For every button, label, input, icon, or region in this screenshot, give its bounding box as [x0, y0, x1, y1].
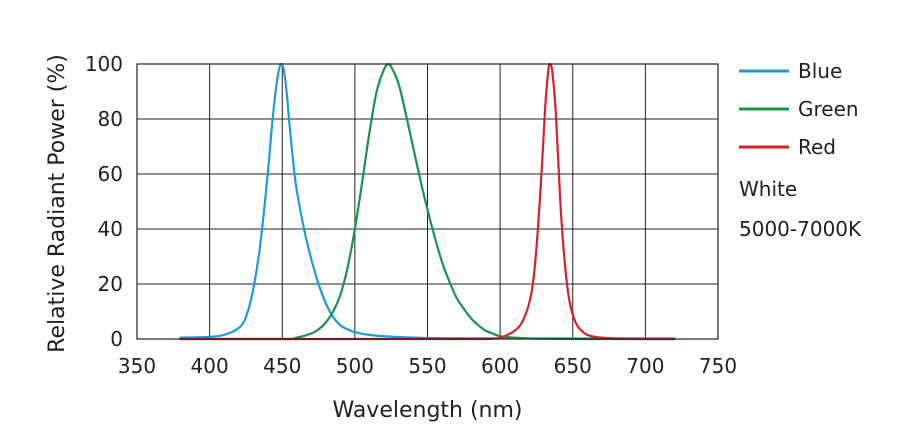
x-tick-label-600: 600 — [481, 354, 519, 378]
x-tick-label-750: 750 — [699, 354, 737, 378]
y-axis-ticks: 0 20 40 60 80 100 — [85, 52, 123, 351]
x-axis-label: Wavelength (nm) — [332, 398, 522, 423]
y-tick-label-40: 40 — [98, 217, 123, 241]
plot-frame — [136, 63, 719, 340]
x-tick-label-650: 650 — [554, 354, 592, 378]
x-tick-label-400: 400 — [191, 354, 229, 378]
y-tick-label-60: 60 — [98, 162, 123, 186]
x-tick-label-350: 350 — [118, 354, 156, 378]
legend-label-green: Green — [798, 97, 859, 121]
legend: Blue Green Red — [739, 59, 859, 159]
x-tick-label-450: 450 — [263, 354, 301, 378]
annotation-white: White — [739, 177, 797, 201]
legend-label-blue: Blue — [798, 59, 842, 83]
x-axis-ticks: 350 400 450 500 550 600 650 700 750 — [118, 354, 737, 378]
y-tick-label-100: 100 — [85, 52, 123, 76]
y-axis-label: Relative Radiant Power (%) — [45, 54, 70, 353]
series-line-blue — [179, 62, 676, 340]
annotation-cct-range: 5000-7000K — [739, 217, 862, 241]
legend-label-red: Red — [798, 135, 836, 159]
y-tick-label-80: 80 — [98, 107, 123, 131]
x-tick-label-500: 500 — [336, 354, 374, 378]
y-tick-label-20: 20 — [98, 272, 123, 296]
series-line-green — [179, 62, 676, 341]
grid-lines — [137, 64, 718, 339]
x-tick-label-550: 550 — [408, 354, 446, 378]
x-tick-label-700: 700 — [626, 354, 664, 378]
y-tick-label-0: 0 — [110, 327, 123, 351]
